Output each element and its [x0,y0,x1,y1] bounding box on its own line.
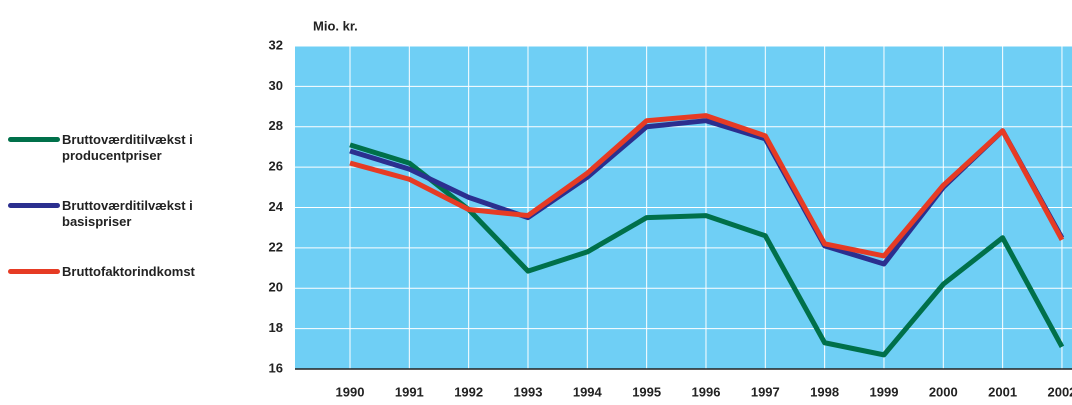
y-axis-label: Mio. kr. [313,18,358,33]
series-line [349,113,1065,259]
x-tick-label: 1998 [810,384,839,399]
x-tick-label: 1996 [692,384,721,399]
legend-swatch [8,269,60,274]
legend-label: Bruttoværditilvækst i producentpriser [62,132,193,163]
legend-item: Bruttofaktorindkomst [8,264,228,280]
legend-label: Bruttoværditilvækst i basispriser [62,198,193,229]
y-tick-label: 20 [269,280,283,295]
legend-swatch [8,137,60,142]
legend-item: Bruttoværditilvækst i basispriser [8,198,228,230]
legend-swatch [8,203,60,208]
x-tick-label: 1997 [751,384,780,399]
x-tick-label: 1992 [454,384,483,399]
x-tick-label: 2000 [929,384,958,399]
legend-label: Bruttofaktorindkomst [62,264,195,279]
y-tick-label: 22 [269,239,283,254]
x-tick-label: 1994 [573,384,603,399]
y-tick-label: 16 [269,360,283,375]
x-tick-label: 1990 [336,384,365,399]
y-tick-label: 30 [269,78,283,93]
x-tick-label: 1993 [514,384,543,399]
x-tick-label: 2001 [988,384,1017,399]
y-tick-label: 28 [269,118,283,133]
y-tick-label: 32 [269,37,283,52]
y-tick-label: 26 [269,159,283,174]
y-tick-label: 24 [269,199,284,214]
x-tick-label: 1999 [870,384,899,399]
y-tick-label: 18 [269,320,283,335]
x-tick-label: 1991 [395,384,424,399]
x-tick-label: 1995 [632,384,661,399]
x-tick-label: 2002 [1047,384,1072,399]
legend-item: Bruttoværditilvækst i producentpriser [8,132,228,164]
